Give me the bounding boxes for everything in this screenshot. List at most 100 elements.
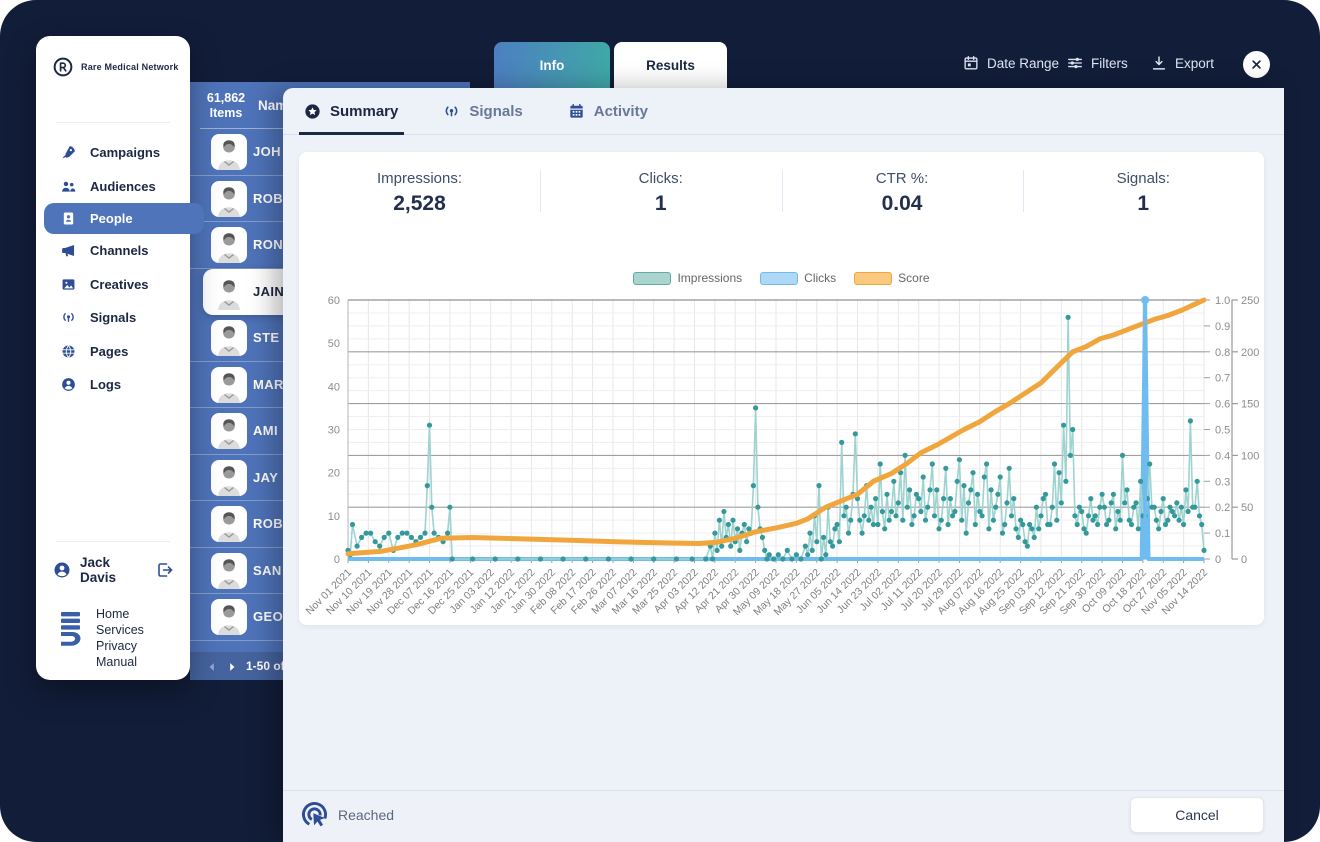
sidebar-item-signals[interactable]: Signals <box>36 301 190 335</box>
chevron-right-icon[interactable] <box>226 660 238 672</box>
impressions-dot <box>821 534 827 540</box>
impressions-dot <box>999 530 1006 536</box>
sidebar-divider-bottom <box>56 541 170 542</box>
stat-signals: Signals: 1 <box>1023 170 1264 216</box>
export-button[interactable]: Export <box>1150 50 1214 76</box>
right-axis-tick-label: 0 <box>1215 554 1221 566</box>
impressions-dot <box>956 457 963 463</box>
footer-link-manual[interactable]: Manual <box>96 655 137 669</box>
reached-label: Reached <box>338 806 395 823</box>
impressions-dot <box>1092 513 1098 519</box>
legend-swatch <box>854 271 893 285</box>
impressions-dot <box>972 521 978 528</box>
filters-icon <box>1066 54 1084 72</box>
impressions-dot <box>1036 526 1042 532</box>
impressions-dot <box>775 552 781 558</box>
impressions-dot <box>759 534 765 540</box>
summary-card: Impressions: 2,528 Clicks: 1 CTR %: 0.04 Signa… <box>299 152 1264 625</box>
sidebar-item-people[interactable]: People <box>44 203 204 234</box>
avatar <box>211 506 247 542</box>
footer-link-services[interactable]: Services <box>96 623 144 637</box>
impressions-dot <box>429 504 435 510</box>
sidebar-item-label: Channels <box>90 243 149 259</box>
cancel-button[interactable]: Cancel <box>1130 797 1264 833</box>
avatar <box>211 134 247 170</box>
calendar-icon <box>962 54 980 72</box>
chevron-left-icon[interactable] <box>206 660 218 672</box>
footer-link-home[interactable]: Home <box>96 607 130 621</box>
right-axis-tick-label: 0.3 <box>1215 476 1230 488</box>
items-count-unit: Items <box>209 106 243 120</box>
filters-label: Filters <box>1091 55 1128 71</box>
person-name: JAIN <box>253 284 285 300</box>
impressions-dot <box>1178 504 1184 510</box>
sidebar-divider-top <box>56 122 170 123</box>
legend-item-score[interactable]: Score <box>854 271 930 285</box>
impressions-dot <box>1051 461 1058 467</box>
impressions-dot <box>916 496 922 502</box>
impressions-dot <box>941 496 947 502</box>
impressions-dot <box>979 513 985 519</box>
date-range-button[interactable]: Date Range <box>962 50 1059 76</box>
impressions-dot <box>911 513 917 519</box>
stat-clicks: Clicks: 1 <box>540 170 781 216</box>
sidebar-item-logs[interactable]: Logs <box>36 368 190 402</box>
y-axis-tick-label: 30 <box>328 425 340 437</box>
impressions-dot <box>1138 478 1144 484</box>
sidebar-item-campaigns[interactable]: Campaigns <box>36 136 190 170</box>
tab-info[interactable]: Info <box>494 42 610 88</box>
list-item[interactable]: JAY <box>190 455 470 501</box>
right-axis-tick-label: 0.6 <box>1215 399 1230 411</box>
impressions-dot <box>807 530 813 536</box>
impressions-dot <box>898 470 904 476</box>
stat-divider <box>1022 170 1024 212</box>
close-button[interactable] <box>1243 51 1270 78</box>
sidebar-item-channels[interactable]: Channels <box>36 234 190 268</box>
y-axis-tick-label: 40 <box>328 381 340 393</box>
impressions-dot <box>1135 526 1141 532</box>
tab-signals[interactable]: Signals <box>442 88 523 135</box>
impressions-dot <box>1067 452 1073 458</box>
tab-activity[interactable]: Activity <box>567 88 648 135</box>
export-label: Export <box>1175 55 1215 71</box>
legend-item-clicks[interactable]: Clicks <box>760 271 836 285</box>
impressions-dot <box>1165 517 1171 523</box>
impressions-dot <box>888 508 895 515</box>
impressions-dot <box>845 530 852 536</box>
person-name: JOH <box>253 144 281 160</box>
impressions-dot <box>426 422 433 428</box>
sidebar-item-audiences[interactable]: Audiences <box>36 170 190 204</box>
impressions-dot <box>1162 521 1169 528</box>
logout-icon[interactable] <box>154 560 174 580</box>
tab-results[interactable]: Results <box>614 42 727 88</box>
impressions-dot <box>802 543 808 549</box>
avatar <box>211 273 247 310</box>
stat-impressions: Impressions: 2,528 <box>299 170 540 216</box>
sidebar-item-creatives[interactable]: Creatives <box>36 268 190 302</box>
signal-icon <box>60 309 77 326</box>
impressions-dot <box>1133 500 1139 506</box>
impressions-dot <box>1113 526 1119 532</box>
impressions-dot <box>836 539 843 545</box>
tab-label: Activity <box>593 102 648 120</box>
impressions-dot <box>605 556 611 562</box>
impressions-dot <box>893 513 899 519</box>
impressions-dot <box>900 517 906 523</box>
impressions-dot <box>805 552 811 558</box>
tab-summary[interactable]: Summary <box>298 88 405 135</box>
filters-button[interactable]: Filters <box>1066 50 1128 76</box>
impressions-dot <box>1065 314 1071 320</box>
sidebar-item-label: Campaigns <box>90 145 161 161</box>
user-menu[interactable]: Jack Davis <box>52 555 174 585</box>
stat-value: 2,528 <box>393 192 446 215</box>
impressions-dot <box>886 517 892 523</box>
y-axis-tick-label: 20 <box>328 468 340 480</box>
impressions-dot <box>1095 521 1101 528</box>
impressions-dot <box>875 521 881 528</box>
impressions-dot <box>922 517 929 523</box>
footer-link-privacy[interactable]: Privacy <box>96 639 137 653</box>
impressions-dot <box>1072 513 1078 519</box>
legend-item-impressions[interactable]: Impressions <box>633 271 742 285</box>
impressions-dot <box>1097 504 1103 510</box>
sidebar-item-pages[interactable]: Pages <box>36 335 190 369</box>
